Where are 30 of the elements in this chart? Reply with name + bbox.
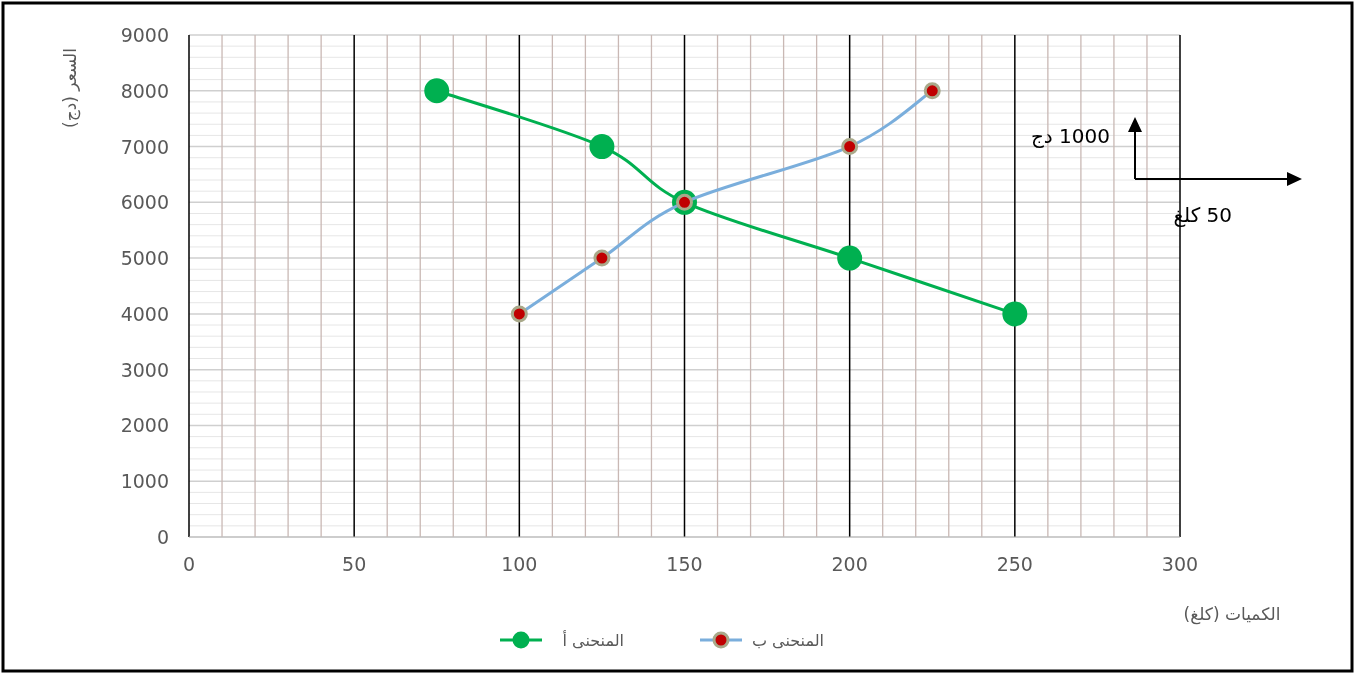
point: [1002, 301, 1028, 327]
y-tick-label: 7000: [120, 135, 169, 158]
x-tick-label: 0: [182, 553, 196, 575]
point: [841, 138, 859, 156]
y-tick-label: 2000: [120, 414, 169, 437]
y-tick-label: 6000: [120, 191, 169, 214]
annotation: 1000 دج: [1030, 124, 1110, 148]
y-tick-label: 3000: [120, 358, 169, 381]
point: [837, 245, 863, 271]
y-tick-label: 9000: [120, 24, 169, 46]
point: [424, 78, 450, 104]
y-tick-label: 4000: [120, 302, 169, 325]
point: [589, 134, 615, 160]
point: [923, 82, 941, 100]
y-tick-label: 8000: [120, 79, 169, 102]
point: [510, 305, 528, 323]
y-tick-label: 0: [156, 526, 169, 548]
x-tick-label: 200: [831, 553, 868, 575]
y-tick-label: 1000: [120, 470, 169, 493]
x-tick-label: 150: [666, 553, 703, 575]
x-tick-label: 100: [501, 553, 538, 575]
x-tick-label: 250: [996, 553, 1033, 575]
point: [593, 249, 611, 267]
y-tick-label: 5000: [120, 247, 169, 270]
x-axis-title: الكميات (كلغ): [1183, 604, 1281, 625]
x-tick-label: 50: [342, 553, 367, 575]
x-tick-label: 300: [1161, 553, 1199, 575]
y-axis-title: السعر (دج): [60, 48, 81, 128]
legend-label: المنحنى ب: [751, 631, 824, 650]
legend-label: المنحنى أ: [562, 630, 624, 650]
